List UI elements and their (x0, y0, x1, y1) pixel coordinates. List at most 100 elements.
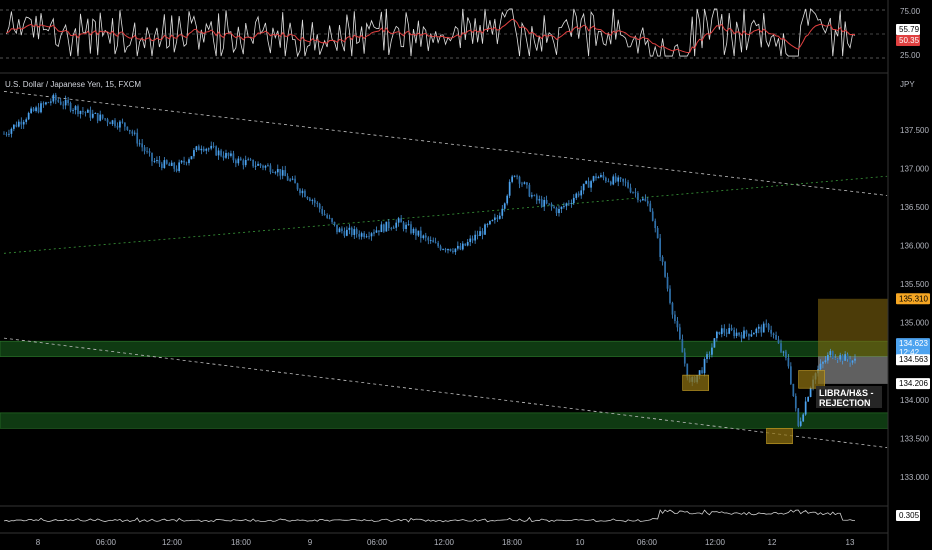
candle-body (180, 160, 183, 163)
candle-body (217, 150, 220, 156)
candle-body (792, 383, 795, 397)
candle-body (797, 408, 800, 426)
candle-body (683, 352, 686, 364)
rsi-value-tag-2: 50.35 (896, 35, 920, 46)
candle-body (629, 187, 632, 193)
candle-body (720, 328, 723, 335)
price-tick: 134.000 (900, 396, 929, 405)
candle-body (397, 218, 400, 223)
upper-trendline[interactable] (3, 91, 888, 196)
price-tag-box (896, 354, 930, 366)
candle-body (580, 190, 583, 196)
candle-body (69, 103, 72, 111)
candle-body (227, 152, 230, 156)
candle-body (481, 231, 484, 235)
candle-body (513, 175, 516, 177)
touch-box (766, 428, 793, 445)
candle-body (479, 231, 481, 237)
candle-body (543, 199, 546, 207)
candle-body (819, 363, 822, 370)
position-stop-box[interactable] (818, 356, 888, 384)
candle-body (706, 354, 708, 360)
candle-body (708, 354, 711, 355)
candle-body (563, 206, 565, 208)
candle-body (35, 107, 37, 112)
annotation-line-2: REJECTION (819, 398, 871, 408)
support-zone-lower[interactable] (0, 412, 889, 429)
candle-body (156, 160, 158, 162)
rsi-panel[interactable] (0, 8, 888, 59)
candle-body (540, 199, 543, 207)
candle-body (99, 114, 102, 121)
support-zone-upper[interactable] (0, 340, 889, 357)
candle-body (498, 215, 501, 219)
candle-body (138, 143, 141, 145)
price-tick: 135.000 (900, 319, 929, 328)
time-tick: 12:00 (434, 538, 455, 547)
time-axis[interactable]: 8 06:00 12:00 18:00 9 06:00 12:00 18:00 10 06:00 1… (36, 538, 855, 547)
svg-text:50.35: 50.35 (899, 36, 920, 45)
candle-body (772, 333, 775, 335)
candle-body (148, 151, 151, 153)
price-tag-box (896, 293, 930, 305)
candle-body (353, 229, 356, 236)
candle-body (133, 132, 136, 134)
price-tick: 136.500 (900, 203, 929, 212)
candle-body (649, 203, 652, 212)
candle-body (52, 94, 55, 102)
candle-body (434, 242, 437, 244)
lower-trendline[interactable] (3, 337, 888, 448)
candle-body (237, 158, 240, 164)
candle-body (849, 359, 851, 363)
candle-body (360, 233, 363, 237)
time-tick: 9 (308, 538, 313, 547)
candle-body (348, 227, 351, 230)
candle-body (632, 192, 634, 194)
candle-body (165, 160, 168, 164)
candle-body (247, 159, 250, 161)
candle-body (765, 323, 768, 325)
candle-body (622, 178, 624, 182)
candle-body (10, 128, 13, 134)
candle-body (128, 129, 131, 132)
price-tag-label: 135.310 (899, 294, 928, 303)
candle-body (124, 122, 126, 127)
candle-body (370, 233, 373, 237)
candle-body (851, 360, 854, 363)
candle-body (785, 351, 787, 358)
price-panel[interactable]: LIBRA/H&S - REJECTION (0, 91, 889, 448)
candle-body (607, 181, 610, 183)
candle-body (600, 175, 602, 177)
candle-body (40, 103, 42, 113)
rsi-line (6, 8, 856, 58)
candle-body (341, 228, 343, 231)
candle-body (740, 334, 743, 339)
candle-body (674, 314, 676, 321)
candle-body (733, 330, 735, 336)
candle-body (568, 203, 570, 205)
candle-body (286, 176, 289, 181)
candle-body (326, 215, 328, 218)
candle-body (368, 236, 370, 238)
candle-body (432, 240, 435, 243)
position-target-box[interactable] (818, 298, 888, 357)
candle-body (474, 234, 476, 241)
chart-title: U.S. Dollar / Japanese Yen, 15, FXCM (5, 80, 141, 89)
candle-body (454, 248, 457, 253)
candle-body (494, 217, 496, 220)
candle-body (32, 108, 35, 112)
candle-body (311, 200, 314, 201)
candle-body (296, 183, 299, 190)
rsi-tick-75: 75.00 (900, 7, 921, 16)
candle-body (634, 192, 637, 194)
rsi-ma-line (6, 18, 856, 54)
candle-body (777, 339, 780, 344)
candle-body (94, 113, 97, 114)
candle-body (730, 328, 733, 331)
candle-body (77, 106, 79, 114)
candle-body (570, 203, 573, 204)
rejection-annotation[interactable]: LIBRA/H&S - REJECTION (816, 386, 882, 408)
time-tick: 12:00 (705, 538, 726, 547)
